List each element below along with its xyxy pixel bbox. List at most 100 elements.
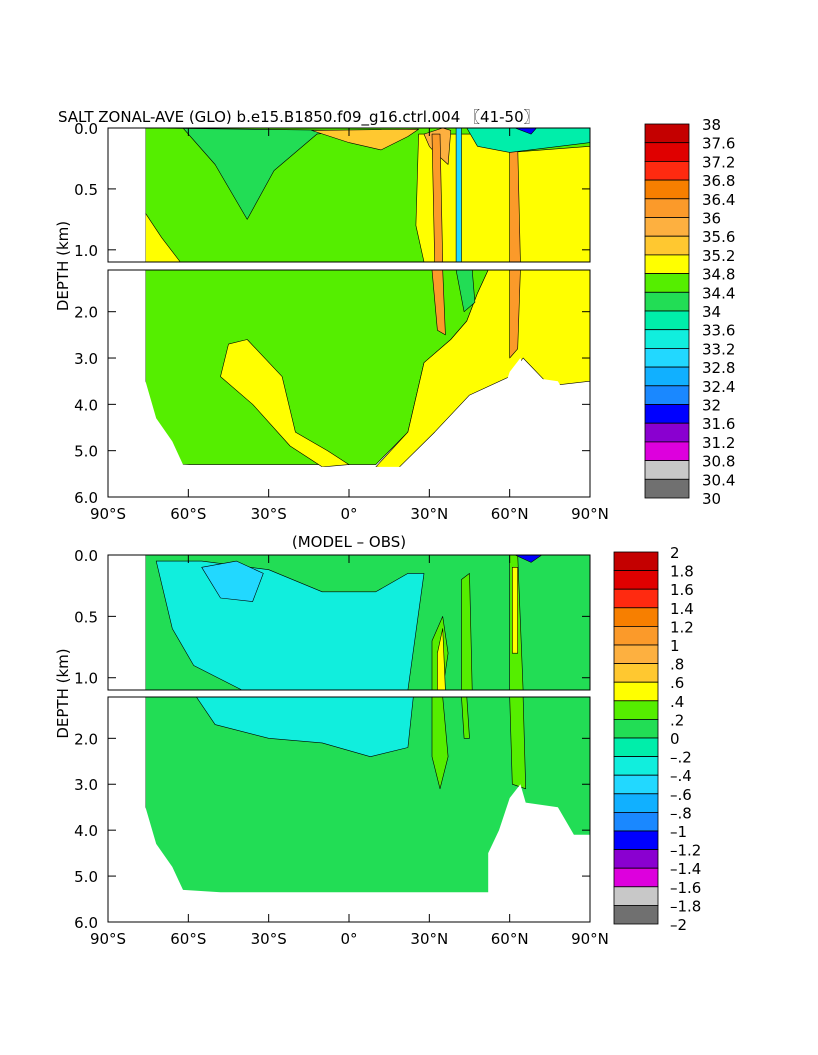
colorbar-swatch (613, 644, 659, 665)
y-tick-label: 0.0 (74, 120, 98, 138)
colorbar-label: 34 (702, 303, 721, 321)
colorbar-label: –2 (670, 916, 687, 934)
colorbar-label: 30.4 (702, 471, 735, 489)
y-tick-label: 5.0 (74, 868, 98, 886)
colorbar-label: –1 (670, 823, 687, 841)
colorbar-swatch (613, 626, 659, 646)
y-tick-label: 4.0 (74, 822, 98, 840)
colorbar-label: 30 (702, 490, 721, 508)
colorbar-label: 30.8 (702, 453, 735, 471)
colorbar-swatch (644, 235, 690, 256)
contour-region-12 (220, 339, 350, 468)
colorbar-swatch (613, 812, 659, 832)
y-tick-label: 5.0 (74, 443, 98, 461)
colorbar-swatch (613, 663, 659, 683)
chart-title: (MODEL – OBS) (292, 533, 406, 551)
y-tick-label: 3.0 (74, 350, 98, 368)
colorbar-label: 36.8 (702, 172, 735, 190)
x-tick-label: 0° (340, 505, 357, 523)
colorbar-label: .6 (670, 674, 684, 692)
colorbar-label: –.2 (670, 749, 692, 767)
colorbar-swatch (644, 217, 690, 237)
colorbar-swatch (613, 737, 659, 758)
x-tick-label: 60°S (170, 930, 206, 948)
colorbar-swatch (644, 123, 690, 144)
contour-region-15 (509, 270, 521, 359)
colorbar-swatch (644, 404, 690, 424)
y-tick-label: 0.5 (74, 181, 98, 199)
colorbar-swatch (644, 198, 690, 218)
x-tick-label: 30°S (251, 505, 287, 523)
colorbar-swatch (644, 160, 690, 181)
lower-section-field (108, 270, 590, 497)
colorbar-label: –1.4 (670, 860, 701, 878)
colorbar-swatch (613, 700, 659, 720)
colorbar-label: 33.2 (702, 340, 735, 358)
colorbar-label: –.4 (670, 767, 692, 785)
colorbar-swatch (613, 570, 659, 590)
colorbar-swatch (644, 179, 690, 200)
colorbar-swatch (613, 830, 659, 851)
contour-region-14 (431, 270, 446, 336)
contour-region-12 (509, 697, 527, 790)
colorbar-label: 31.6 (702, 415, 735, 433)
colorbar-swatch (613, 681, 659, 702)
colorbar-swatch (644, 460, 690, 480)
y-tick-label: 3.0 (74, 776, 98, 794)
x-tick-label: 30°N (410, 505, 448, 523)
x-tick-label: 90°N (571, 930, 609, 948)
colorbar-swatch (644, 329, 690, 349)
x-tick-label: 60°N (491, 930, 529, 948)
colorbar-label: 2 (670, 544, 680, 562)
x-tick-label: 30°S (251, 930, 287, 948)
colorbar-swatch (613, 774, 659, 795)
colorbar-label: 34.4 (702, 284, 735, 302)
colorbar-label: –1.6 (670, 879, 701, 897)
colorbar-label: .4 (670, 693, 684, 711)
colorbar-swatch (613, 719, 659, 739)
x-tick-label: 0° (340, 930, 357, 948)
x-tick-label: 90°S (90, 930, 126, 948)
colorbar-label: 35.2 (702, 247, 735, 265)
colorbar-swatch (613, 551, 659, 572)
colorbar-swatch (644, 347, 690, 368)
y-tick-label: 1.0 (74, 670, 98, 688)
contour-region-8 (466, 128, 590, 153)
y-tick-label: 1.0 (74, 242, 98, 260)
colorbar-label: 33.6 (702, 322, 735, 340)
colorbar-label: .2 (670, 711, 684, 729)
colorbar-swatch (613, 756, 659, 776)
y-tick-label: 0.0 (74, 547, 98, 565)
contour-region-6 (455, 128, 462, 262)
colorbar-label: 32 (702, 397, 721, 415)
colorbar-label: 1.2 (670, 618, 694, 636)
contour-region-7 (461, 573, 473, 690)
land-mask (108, 555, 146, 690)
land-mask (108, 697, 590, 922)
contour-region-8 (514, 555, 543, 563)
contour-region-4 (437, 628, 446, 690)
colorbar-swatch (644, 422, 690, 443)
panel-model-minus-obs: (MODEL – OBS)0.00.51.02.03.04.05.06.090°… (54, 533, 701, 948)
contour-region-13 (461, 697, 470, 739)
colorbar-label: 38 (702, 116, 721, 134)
colorbar-label: –1.2 (670, 842, 701, 860)
x-tick-label: 90°N (571, 505, 609, 523)
colorbar-swatch (613, 905, 659, 925)
colorbar-label: 1.6 (670, 581, 694, 599)
x-tick-label: 90°S (90, 505, 126, 523)
y-tick-label: 0.5 (74, 608, 98, 626)
colorbar-swatch (644, 366, 690, 387)
contour-region-9 (514, 128, 537, 135)
contour-region-5 (431, 133, 444, 262)
colorbar-swatch (613, 588, 659, 609)
contour-region-10 (196, 697, 414, 758)
y-tick-label: 2.0 (74, 730, 98, 748)
colorbar-label: 37.6 (702, 135, 735, 153)
colorbar-swatch (644, 310, 690, 331)
chart-title: SALT ZONAL-AVE (GLO) b.e15.B1850.f09_g16… (58, 108, 539, 127)
contour-region-11 (431, 697, 449, 790)
y-tick-label: 6.0 (74, 914, 98, 932)
colorbar-swatch (613, 849, 659, 869)
